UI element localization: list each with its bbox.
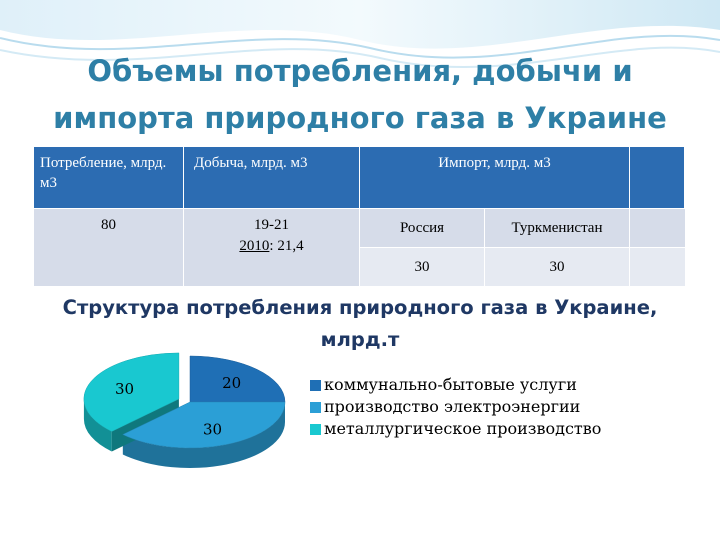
production-value: 19-21	[254, 217, 289, 233]
legend-item: металлургическое производство	[310, 418, 601, 440]
pie-slice-1	[122, 401, 286, 449]
header-production: Добыча, млрд. м3	[183, 147, 360, 209]
header-wave-decoration	[0, 0, 720, 69]
production-cell: 19-21 2010: 21,4	[183, 208, 360, 286]
pie-slice-0	[189, 355, 286, 403]
legend-label: металлургическое производство	[324, 419, 602, 438]
import-value-turkmenistan: 30	[484, 247, 630, 286]
import-country-turkmenistan: Туркменистан	[484, 208, 630, 248]
chart-legend: коммунально-бытовые услуги производство э…	[310, 374, 601, 440]
legend-item: производство электроэнергии	[310, 396, 601, 418]
page-title: Объемы потребления, добычи и импорта при…	[0, 48, 720, 142]
legend-label: производство электроэнергии	[324, 397, 581, 416]
pie-label-1: 30	[203, 420, 222, 438]
production-year: 2010	[239, 238, 270, 254]
legend-swatch	[310, 401, 321, 413]
header-import: Импорт, млрд. м3	[359, 147, 630, 209]
consumption-value: 80	[34, 208, 184, 286]
import-value-russia: 30	[359, 247, 485, 286]
legend-label: коммунально-бытовые услуги	[324, 375, 577, 394]
table-row: 80 19-21 2010: 21,4 Россия Туркменистан	[34, 208, 685, 286]
import-country-russia: Россия	[359, 208, 485, 248]
header-empty	[629, 147, 685, 209]
legend-item: коммунально-бытовые услуги	[310, 374, 601, 396]
page-title-line2: импорта природного газа в Украине	[53, 101, 667, 135]
pie-label-2: 30	[115, 380, 134, 398]
consumption-pie-chart: 20 30 30	[83, 352, 286, 468]
page-title-line1: Объемы потребления, добычи и	[87, 54, 633, 88]
legend-swatch	[310, 379, 321, 391]
legend-swatch	[310, 423, 321, 435]
gas-stats-table: Потребление, млрд. м3 Добыча, млрд. м3 И…	[34, 147, 685, 286]
production-year-value: : 21,4	[269, 238, 304, 254]
pie-slice-side-2	[83, 398, 112, 452]
chart-heading-line2: млрд.т	[320, 328, 400, 351]
pie-slice-2	[83, 352, 180, 432]
chart-heading: Структура потребления природного газа в …	[0, 292, 720, 356]
chart-heading-line1: Структура потребления природного газа в …	[62, 296, 658, 319]
pie-label-0: 20	[222, 374, 241, 392]
header-consumption: Потребление, млрд. м3	[34, 147, 184, 209]
empty-cell	[629, 247, 685, 286]
pie-slice-side-1	[122, 402, 285, 468]
empty-cell	[629, 208, 685, 248]
table-header-row: Потребление, млрд. м3 Добыча, млрд. м3 И…	[34, 147, 685, 209]
table-row: 30 30	[34, 247, 685, 286]
